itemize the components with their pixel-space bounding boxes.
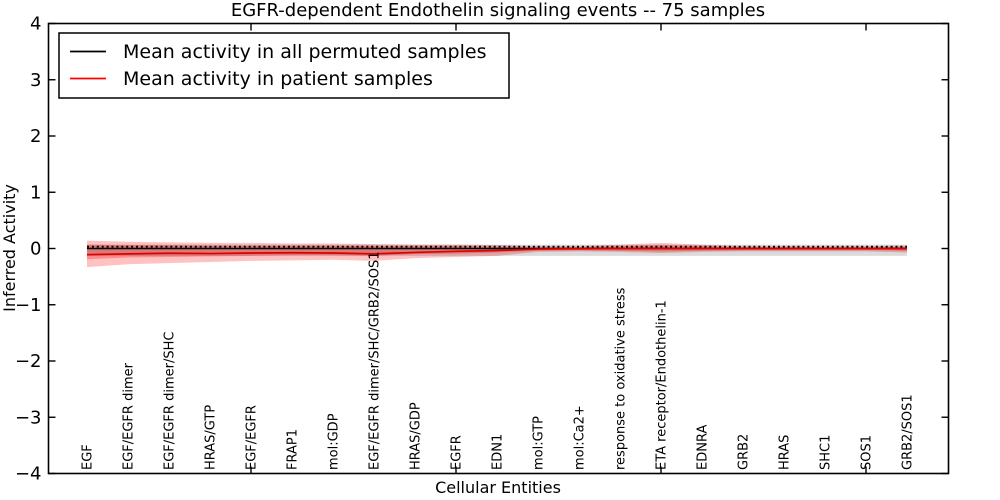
category-label: response to oxidative stress — [614, 287, 629, 470]
category-label: HRAS/GTP — [204, 405, 219, 470]
category-label: GRB2/SOS1 — [901, 394, 916, 470]
y-axis-label: Inferred Activity — [0, 184, 19, 312]
category-label: EGF — [81, 444, 96, 470]
patient-mean-line — [86, 247, 908, 256]
category-label: EDNRA — [696, 425, 711, 470]
y-tick-label: −3 — [15, 407, 42, 428]
y-tick-label: 0 — [30, 239, 41, 260]
y-tick-label: −1 — [15, 295, 42, 316]
category-label: EGFR — [450, 435, 465, 470]
chart-title: EGFR-dependent Endothelin signaling even… — [231, 0, 765, 21]
series-lines — [86, 245, 908, 256]
category-label: SHC1 — [819, 435, 834, 470]
category-label: mol:GDP — [327, 413, 342, 470]
category-label: EGF/EGFR — [245, 405, 260, 470]
category-label: mol:GTP — [532, 416, 547, 470]
legend-box — [58, 32, 510, 99]
patient-band-outer — [87, 240, 907, 268]
category-label: EGF/EGFR dimer/SHC — [163, 332, 178, 470]
tick-labels: 4 3 2 1 0 −1 −2 −3 −4 — [15, 14, 42, 485]
y-tick-label: −2 — [15, 351, 42, 372]
legend-label-patient: Mean activity in patient samples — [123, 68, 433, 90]
category-label: EGF/EGFR dimer/SHC/GRB2/SOS1 — [368, 252, 383, 471]
y-tick-label: 3 — [30, 70, 41, 91]
legend-label-permuted: Mean activity in all permuted samples — [123, 41, 486, 63]
y-tick-label: −4 — [15, 464, 42, 485]
y-tick-label: 4 — [30, 14, 41, 35]
category-labels: EGF EGF/EGFR dimer EGF/EGFR dimer/SHC HRAS/… — [81, 252, 916, 471]
y-tick-label: 2 — [30, 126, 41, 147]
category-label: HRAS — [778, 435, 793, 470]
category-label: ETA receptor/Endothelin-1 — [655, 300, 670, 470]
category-label: SOS1 — [860, 435, 875, 470]
plot-border — [47, 22, 950, 475]
legend: Mean activity in all permuted samples Me… — [58, 32, 510, 99]
category-label: HRAS/GDP — [409, 402, 424, 470]
category-label: EGF/EGFR dimer — [122, 362, 137, 470]
category-label: EDN1 — [491, 434, 506, 470]
category-label: mol:Ca2+ — [573, 405, 588, 470]
category-label: FRAP1 — [286, 429, 301, 470]
y-tick-label: 1 — [30, 182, 41, 203]
category-label: GRB2 — [737, 434, 752, 470]
x-axis-label: Cellular Entities — [435, 478, 561, 497]
